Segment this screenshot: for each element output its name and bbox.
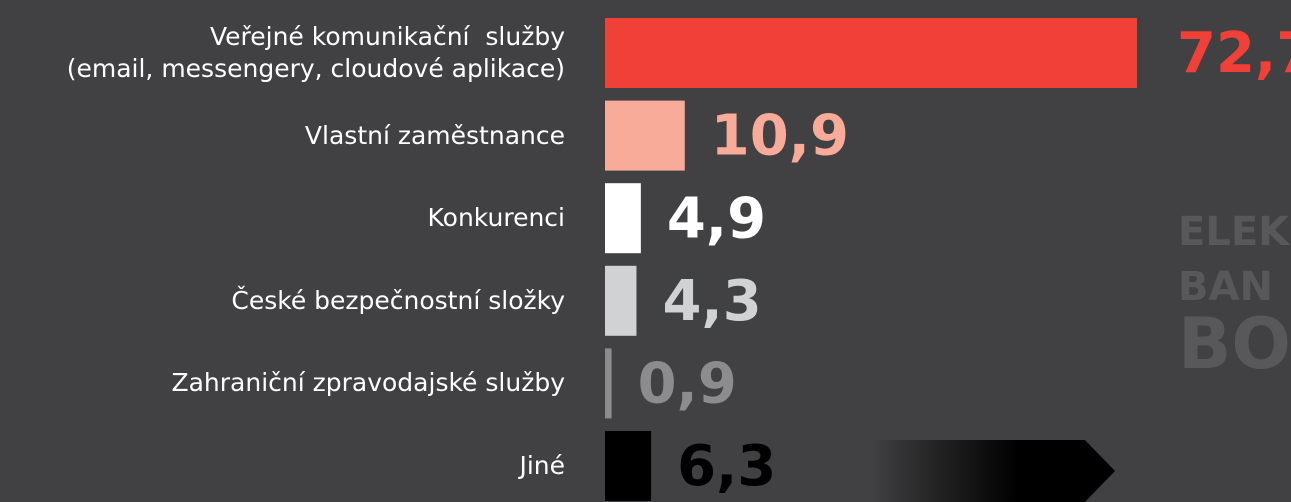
bar — [605, 431, 652, 501]
category-label: Veřejné komunikační služby (email, messe… — [66, 22, 565, 83]
value-label: 4,3 — [662, 269, 761, 334]
bar — [605, 348, 612, 419]
value-label: 0,9 — [638, 352, 737, 417]
category-label: Jiné — [519, 451, 565, 480]
value-label: 4,9 — [667, 186, 766, 251]
bar — [605, 183, 641, 254]
value-label: 72,7 — [1177, 21, 1291, 86]
annotation: BO — [1178, 303, 1291, 385]
annotation: ELEK — [1178, 209, 1291, 255]
category-label: Zahraniční zpravodajské služby — [171, 368, 565, 398]
annotation: BAN — [1178, 264, 1273, 310]
bar — [605, 100, 685, 171]
bar — [605, 265, 637, 336]
bar — [605, 18, 1137, 88]
category-label: České bezpečnostní složky — [231, 285, 565, 315]
arrow-decoration — [870, 440, 1115, 502]
category-label: Konkurenci — [427, 203, 566, 233]
category-label: Vlastní zaměstnance — [304, 120, 565, 150]
value-label: 10,9 — [711, 104, 849, 169]
value-label: 6,3 — [677, 434, 776, 499]
